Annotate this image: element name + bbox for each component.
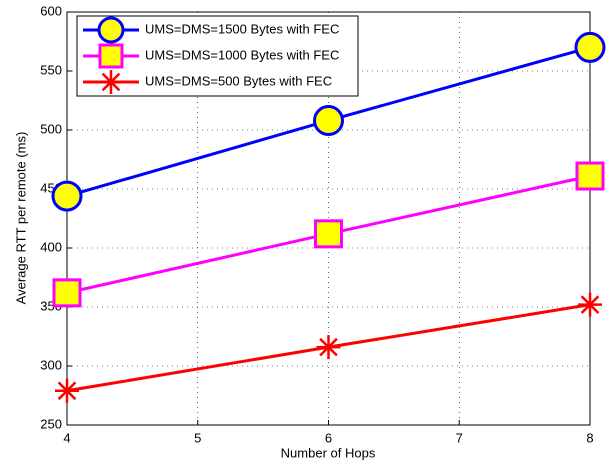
y-tick-label: 400 xyxy=(40,239,62,254)
series xyxy=(51,31,606,403)
y-axis-label: Average RTT per remote (ms) xyxy=(13,132,28,305)
y-tick-label: 300 xyxy=(40,357,62,372)
x-tick-label: 6 xyxy=(325,430,332,445)
x-tick-label: 4 xyxy=(63,430,70,445)
y-tick-label: 250 xyxy=(40,416,62,431)
x-tick-label: 7 xyxy=(456,430,463,445)
y-tick-label: 500 xyxy=(40,121,62,136)
y-tick-label: 550 xyxy=(40,62,62,77)
marker xyxy=(55,378,79,403)
marker xyxy=(575,161,605,191)
marker xyxy=(313,105,344,137)
legend-label: UMS=DMS=1000 Bytes with FEC xyxy=(145,47,339,62)
marker xyxy=(578,292,602,317)
marker xyxy=(314,219,343,249)
x-axis-label: Number of Hops xyxy=(281,445,376,460)
marker xyxy=(574,31,606,63)
marker xyxy=(52,278,82,308)
y-tick-label: 600 xyxy=(40,3,62,18)
marker xyxy=(51,180,83,212)
marker xyxy=(316,335,341,360)
marker xyxy=(98,43,124,69)
legend: UMS=DMS=1500 Bytes with FEC UMS=DMS=1000 … xyxy=(76,15,359,97)
marker xyxy=(97,16,125,44)
marker xyxy=(99,70,123,94)
x-tick-label: 8 xyxy=(586,430,593,445)
legend-label: UMS=DMS=500 Bytes with FEC xyxy=(145,73,332,88)
legend-label: UMS=DMS=1500 Bytes with FEC xyxy=(145,21,339,36)
x-tick-label: 5 xyxy=(194,430,201,445)
